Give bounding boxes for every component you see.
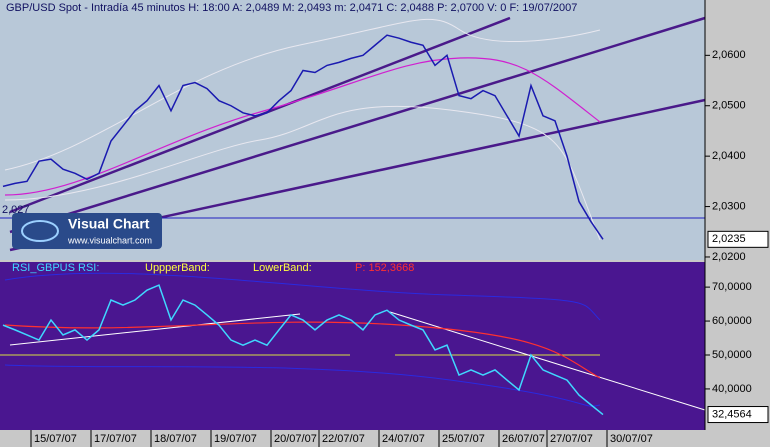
watermark-url: www.visualchart.com bbox=[67, 235, 152, 245]
x-tick-label: 25/07/07 bbox=[442, 433, 485, 445]
y-tick-label: 2,0300 bbox=[712, 200, 746, 212]
x-tick-label: 19/07/07 bbox=[214, 433, 257, 445]
y-tick-label: 50,0000 bbox=[712, 349, 752, 361]
y-tick-label: 60,0000 bbox=[712, 315, 752, 327]
x-tick-label: 15/07/07 bbox=[34, 433, 77, 445]
x-tick-label: 22/07/07 bbox=[322, 433, 365, 445]
x-tick-label: 24/07/07 bbox=[382, 433, 425, 445]
y-tick-label: 70,0000 bbox=[712, 281, 752, 293]
rsi-upper-band bbox=[4, 272, 601, 321]
y-tick-label: 2,0200 bbox=[712, 251, 746, 263]
rsi-average bbox=[4, 321, 601, 379]
watermark-logo bbox=[21, 220, 59, 242]
rsi-label: RSI_GBPUS RSI: bbox=[12, 262, 99, 274]
x-tick-label: 26/07/07 bbox=[502, 433, 545, 445]
rsi-lower-band bbox=[4, 364, 601, 407]
rsi-label: UppperBand: bbox=[145, 262, 210, 274]
y-tick-label: 2,0400 bbox=[712, 150, 746, 162]
data-line bbox=[2, 34, 604, 240]
lower-band bbox=[4, 105, 601, 241]
upper-band bbox=[4, 18, 601, 171]
x-tick-label: 18/07/07 bbox=[154, 433, 197, 445]
rsi-axis-bg bbox=[705, 262, 770, 430]
current-box bbox=[707, 406, 769, 424]
chart-title: GBP/USD Spot - Intradía 45 minutos H: 18… bbox=[6, 2, 577, 14]
y-tick-label: 40,0000 bbox=[712, 383, 752, 395]
watermark: Visual Chart www.visualchart.com bbox=[12, 213, 162, 249]
x-tick-label: 30/07/07 bbox=[610, 433, 653, 445]
current-label: 2,0235 bbox=[712, 233, 746, 245]
data-line bbox=[2, 284, 604, 416]
x-tick-label: 27/07/07 bbox=[550, 433, 593, 445]
current-label: 32,4564 bbox=[712, 408, 752, 420]
rsi-trend bbox=[9, 313, 301, 346]
rsi-label: LowerBand: bbox=[253, 262, 312, 274]
moving-average bbox=[4, 57, 601, 196]
x-tick-label: 20/07/07 bbox=[274, 433, 317, 445]
rsi-label: P: 152,3668 bbox=[355, 262, 414, 274]
left-label: 2,027 bbox=[2, 204, 30, 216]
y-tick-label: 2,0600 bbox=[712, 49, 746, 61]
trend-line bbox=[9, 16, 706, 234]
x-tick-label: 17/07/07 bbox=[94, 433, 137, 445]
y-tick-label: 2,0500 bbox=[712, 100, 746, 112]
current-box bbox=[707, 230, 769, 248]
watermark-title: Visual Chart bbox=[68, 216, 150, 232]
